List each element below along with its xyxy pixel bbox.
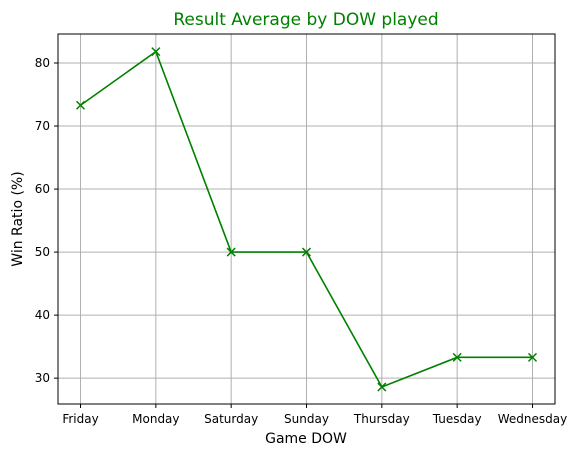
grid [58, 34, 555, 404]
x-tick-label: Sunday [284, 412, 329, 426]
marker-stroke [527, 352, 538, 362]
data-point-marker [151, 47, 161, 57]
plot-area-frame [57, 33, 556, 405]
marker-stroke [226, 247, 236, 257]
data-point-marker [377, 382, 387, 392]
y-tick-label: 40 [35, 308, 50, 322]
x-tick-label: Friday [62, 412, 98, 426]
data-point-marker [527, 352, 538, 362]
x-tick-label: Saturday [204, 412, 258, 426]
y-tick-label: 70 [35, 119, 50, 133]
y-tick-label: 80 [35, 56, 50, 70]
marker-stroke [301, 247, 312, 257]
y-axis-label: Win Ratio (%) [10, 171, 26, 266]
y-tick-label: 30 [35, 371, 50, 385]
marker-stroke [377, 382, 387, 392]
series-layer [75, 47, 538, 392]
data-point-marker [226, 247, 236, 257]
axis-ticks: Friday Monday Saturday Sunday Thursday Tuesda… [35, 56, 568, 426]
data-point-marker [301, 247, 312, 257]
x-tick-label: Wednesday [498, 412, 567, 426]
marker-stroke [151, 47, 161, 57]
x-tick-label: Monday [132, 412, 179, 426]
chart-title: Result Average by DOW played [173, 10, 438, 30]
y-tick-label: 60 [35, 182, 50, 196]
data-point-marker [452, 352, 462, 362]
x-axis-label: Game DOW [265, 431, 347, 447]
marker-stroke [75, 100, 86, 110]
y-tick-label: 50 [35, 245, 50, 259]
x-tick-label: Thursday [353, 412, 410, 426]
x-tick-label: Tuesday [432, 412, 482, 426]
marker-stroke [452, 352, 462, 362]
data-point-marker [75, 100, 86, 110]
